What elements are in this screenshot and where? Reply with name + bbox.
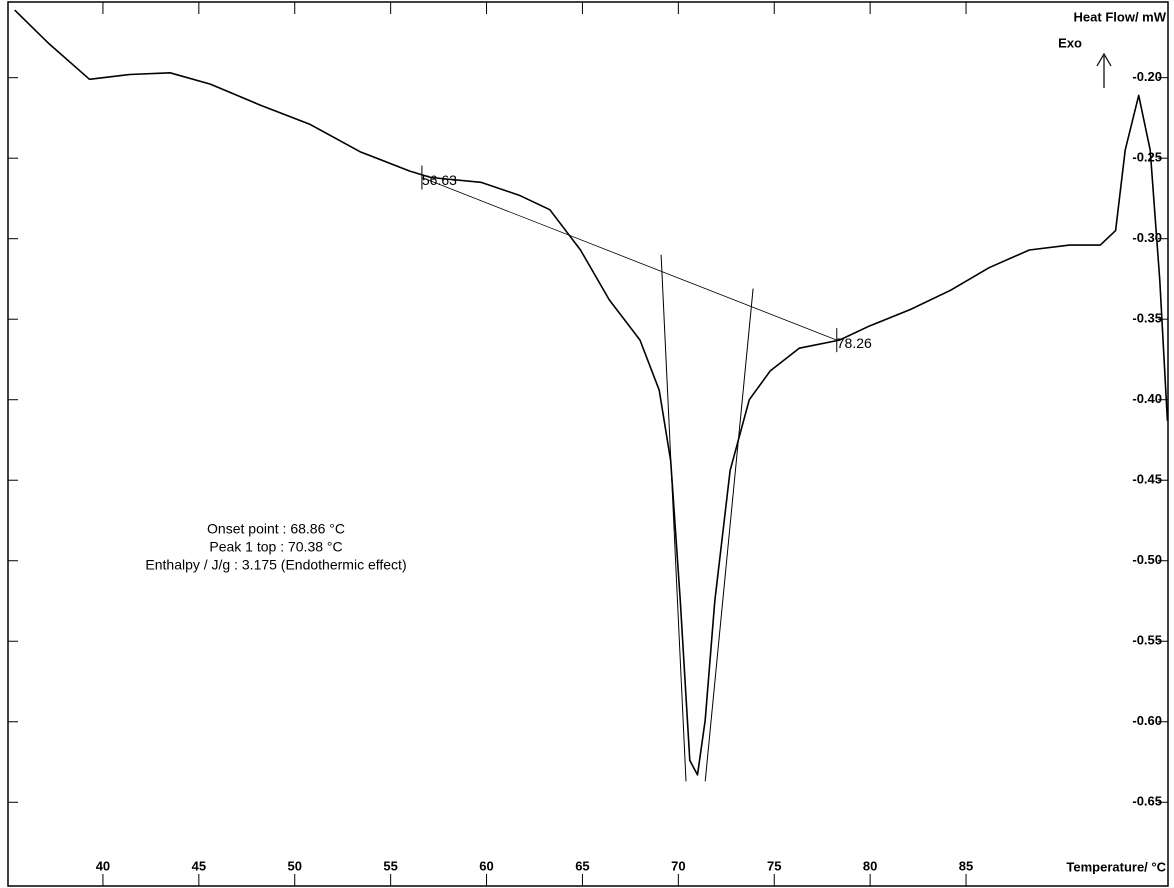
- x-tick-label: 75: [767, 858, 781, 873]
- y-tick-label: -0.35: [1132, 311, 1162, 326]
- y-tick-label: -0.45: [1132, 472, 1162, 487]
- y-tick-label: -0.20: [1132, 69, 1162, 84]
- limit-label: 56.63: [422, 172, 457, 188]
- x-tick-label: 40: [96, 858, 110, 873]
- exo-label: Exo: [1058, 35, 1082, 50]
- limit-label: 78.26: [837, 335, 872, 351]
- exo-arrow: [1096, 52, 1112, 88]
- tangent-line: [704, 288, 754, 782]
- y-tick-label: -0.60: [1132, 713, 1162, 728]
- x-tick-label: 80: [863, 858, 877, 873]
- x-tick-label: 70: [671, 858, 685, 873]
- annotation: Peak 1 top : 70.38 °C: [209, 539, 342, 555]
- annotation: Onset point : 68.86 °C: [207, 521, 345, 537]
- y-tick-label: -0.40: [1132, 391, 1162, 406]
- y-tick-label: -0.65: [1132, 794, 1162, 809]
- y-tick-label: -0.30: [1132, 230, 1162, 245]
- y-tick-label: -0.55: [1132, 633, 1162, 648]
- x-tick-label: 60: [479, 858, 493, 873]
- heat-flow-line: [14, 9, 1169, 776]
- x-tick-label: 65: [575, 858, 589, 873]
- x-tick-label: 50: [288, 858, 302, 873]
- y-tick-label: -0.25: [1132, 150, 1162, 165]
- x-tick-label: 55: [383, 858, 397, 873]
- y-tick-label: -0.50: [1132, 552, 1162, 567]
- x-axis-label: Temperature/ °C: [1066, 859, 1166, 874]
- y-axis-label: Heat Flow/ mW: [1074, 9, 1167, 24]
- annotation: Enthalpy / J/g : 3.175 (Endothermic effe…: [145, 557, 406, 573]
- x-tick-label: 45: [192, 858, 206, 873]
- tangent-line: [660, 254, 687, 782]
- baseline: [421, 177, 837, 341]
- plot-frame: [7, 1, 1169, 887]
- x-tick-label: 85: [959, 858, 973, 873]
